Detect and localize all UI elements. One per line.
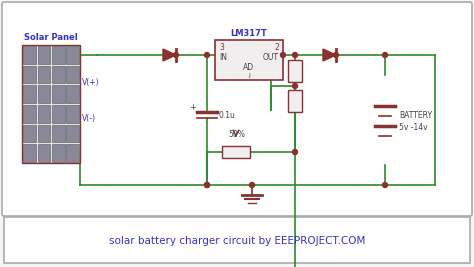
- Bar: [4, 217, 470, 263]
- Text: OUT: OUT: [263, 53, 279, 62]
- Circle shape: [204, 53, 210, 57]
- Circle shape: [281, 53, 285, 57]
- Bar: [66, 125, 79, 142]
- Text: solar battery charger circuit by EEEPROJECT.COM: solar battery charger circuit by EEEPROJ…: [109, 236, 365, 246]
- Circle shape: [249, 183, 255, 187]
- FancyBboxPatch shape: [2, 2, 472, 216]
- Text: 50%: 50%: [228, 130, 245, 139]
- Bar: [22, 45, 80, 163]
- Text: 3: 3: [219, 44, 224, 53]
- Bar: [23, 144, 36, 162]
- Bar: [288, 90, 302, 112]
- Bar: [52, 85, 64, 103]
- Polygon shape: [323, 49, 336, 61]
- Bar: [37, 125, 50, 142]
- Bar: [23, 85, 36, 103]
- Text: AD: AD: [244, 64, 255, 73]
- Circle shape: [292, 53, 298, 57]
- Bar: [52, 46, 64, 64]
- Bar: [37, 144, 50, 162]
- Text: Solar Panel: Solar Panel: [24, 33, 78, 42]
- Bar: [23, 46, 36, 64]
- Bar: [52, 66, 64, 83]
- Bar: [23, 105, 36, 123]
- Bar: [66, 85, 79, 103]
- Circle shape: [383, 183, 388, 187]
- Bar: [23, 125, 36, 142]
- Text: +: +: [190, 104, 196, 112]
- Bar: [52, 125, 64, 142]
- Bar: [66, 46, 79, 64]
- Text: LM317T: LM317T: [231, 29, 267, 38]
- Text: 2: 2: [274, 44, 279, 53]
- Bar: [37, 85, 50, 103]
- Circle shape: [292, 150, 298, 155]
- Bar: [222, 146, 250, 158]
- Bar: [52, 144, 64, 162]
- Circle shape: [204, 183, 210, 187]
- Bar: [23, 66, 36, 83]
- Bar: [37, 46, 50, 64]
- Circle shape: [334, 53, 338, 57]
- Text: 0.1u: 0.1u: [219, 111, 236, 120]
- Bar: [52, 105, 64, 123]
- Text: IN: IN: [219, 53, 227, 62]
- Text: V(+): V(+): [82, 78, 100, 87]
- Text: J: J: [248, 73, 250, 78]
- Bar: [66, 144, 79, 162]
- Bar: [66, 105, 79, 123]
- Bar: [215, 40, 283, 80]
- Circle shape: [204, 183, 210, 187]
- Text: 5v -14v: 5v -14v: [399, 123, 428, 132]
- Bar: [37, 105, 50, 123]
- Circle shape: [292, 84, 298, 88]
- Bar: [37, 66, 50, 83]
- Bar: [288, 60, 302, 82]
- Polygon shape: [163, 49, 176, 61]
- Bar: [66, 66, 79, 83]
- Circle shape: [383, 53, 388, 57]
- Text: BATTERY: BATTERY: [399, 111, 432, 120]
- Circle shape: [173, 53, 179, 57]
- Text: V(-): V(-): [82, 114, 96, 123]
